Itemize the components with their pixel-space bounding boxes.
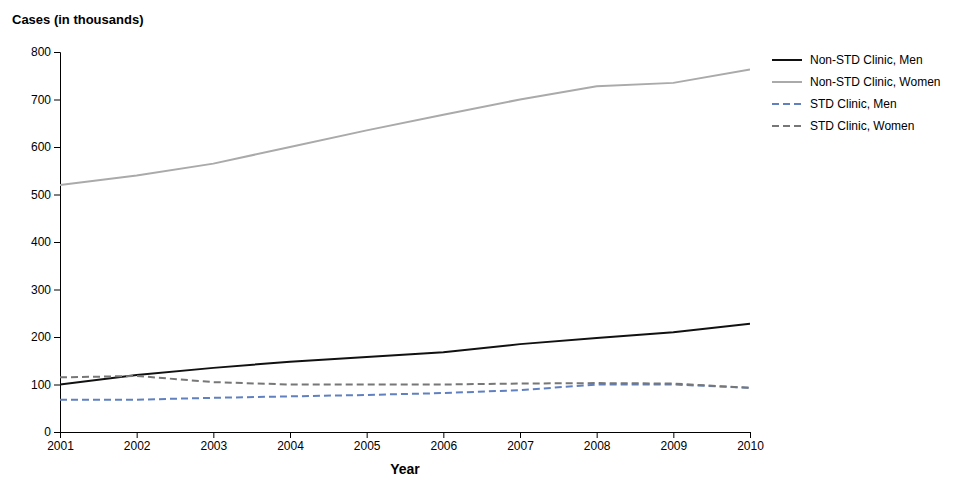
tick: 2003 [200,432,227,453]
tick-label: 500 [31,188,51,202]
tick-label: 200 [31,330,51,344]
tick-mark [54,432,60,433]
tick: 2009 [660,432,687,453]
tick-mark [54,195,60,196]
tick: 2005 [354,432,381,453]
legend-label: STD Clinic, Women [810,119,914,133]
tick-label: 800 [31,45,51,59]
plot-area: 2001 2002 2003 2004 2005 2006 2007 2008 2009 2010… [31,45,764,452]
tick-mark [443,432,444,438]
tick-mark [367,432,368,438]
tick: 2008 [584,432,611,453]
y-axis: 0 100 200 300 400 500 600 700 800 [31,45,61,439]
x-axis: 2001 2002 2003 2004 2005 2006 2007 2008 2009 2010 [47,432,764,453]
series-line [60,385,750,400]
tick-mark [54,242,60,243]
tick: 2007 [507,432,534,453]
y-axis-title: Cases (in thousands) [12,12,143,27]
series-line [60,70,750,185]
legend-item: STD Clinic, Men [772,97,897,111]
tick-mark [520,432,521,438]
tick: 0 [44,425,60,439]
tick-mark [673,432,674,438]
tick-label: 2005 [354,439,381,453]
chart: 2001 2002 2003 2004 2005 2006 2007 2008 2009 2010… [0,0,960,488]
tick-label: 2006 [430,439,457,453]
tick-label: 2009 [660,439,687,453]
legend-swatch [772,125,802,127]
tick: 500 [31,188,60,202]
tick-mark [290,432,291,438]
legend: Non-STD Clinic, Men Non-STD Clinic, Women… [772,53,940,133]
tick: 800 [31,45,60,59]
tick-label: 300 [31,283,51,297]
legend-swatch [772,81,802,83]
series-line [60,324,750,385]
tick-label: 2001 [47,439,74,453]
tick: 400 [31,235,60,249]
tick-label: 100 [31,378,51,392]
tick: 2010 [737,432,764,453]
tick: 200 [31,330,60,344]
legend-item: STD Clinic, Women [772,119,914,133]
tick: 100 [31,378,60,392]
tick-label: 2004 [277,439,304,453]
tick: 2001 [47,432,74,453]
tick: 600 [31,140,60,154]
tick-label: 400 [31,235,51,249]
chart-container: 2001 2002 2003 2004 2005 2006 2007 2008 2009 2010… [0,0,960,488]
series-line [60,376,750,388]
tick: 300 [31,283,60,297]
legend-swatch [772,103,802,105]
tick-mark [597,432,598,438]
tick-mark [54,385,60,386]
tick-label: 700 [31,93,51,107]
tick-label: 2007 [507,439,534,453]
lines [60,70,750,400]
legend-label: STD Clinic, Men [810,97,897,111]
tick-mark [750,432,751,438]
legend-item: Non-STD Clinic, Men [772,53,923,67]
tick: 2004 [277,432,304,453]
tick-label: 2010 [737,439,764,453]
tick-mark [54,147,60,148]
tick: 2006 [430,432,457,453]
tick-mark [54,290,60,291]
tick-mark [54,337,60,338]
legend-swatch [772,59,802,61]
legend-label: Non-STD Clinic, Women [810,75,940,89]
tick-label: 600 [31,140,51,154]
x-axis-title: Year [390,461,420,477]
tick-label: 0 [44,425,51,439]
tick-label: 2002 [124,439,151,453]
tick-label: 2008 [584,439,611,453]
tick: 700 [31,93,60,107]
legend-item: Non-STD Clinic, Women [772,75,940,89]
axis-line [61,433,751,439]
legend-label: Non-STD Clinic, Men [810,53,923,67]
tick-mark [54,100,60,101]
tick-label: 2003 [200,439,227,453]
tick: 2002 [124,432,151,453]
tick-mark [54,52,60,53]
axis-line [54,53,61,433]
tick-mark [213,432,214,438]
tick-mark [137,432,138,438]
